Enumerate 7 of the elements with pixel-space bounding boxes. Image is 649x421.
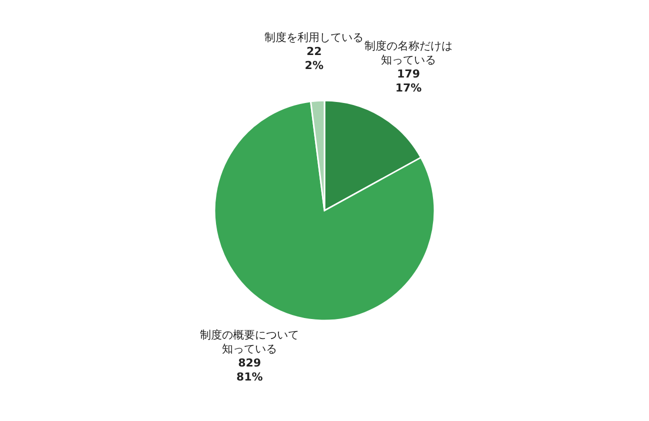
slice-label: 制度を利用している: [264, 30, 364, 44]
slice-label: 制度の名称だけは知っている: [364, 39, 452, 66]
data-label: 829 81%: [236, 356, 263, 384]
slice-label: 制度の概要について知っている: [200, 328, 300, 356]
pie-slice: [214, 100, 436, 322]
data-label: 179 17%: [395, 67, 422, 94]
data-label: 22 2%: [304, 44, 324, 72]
